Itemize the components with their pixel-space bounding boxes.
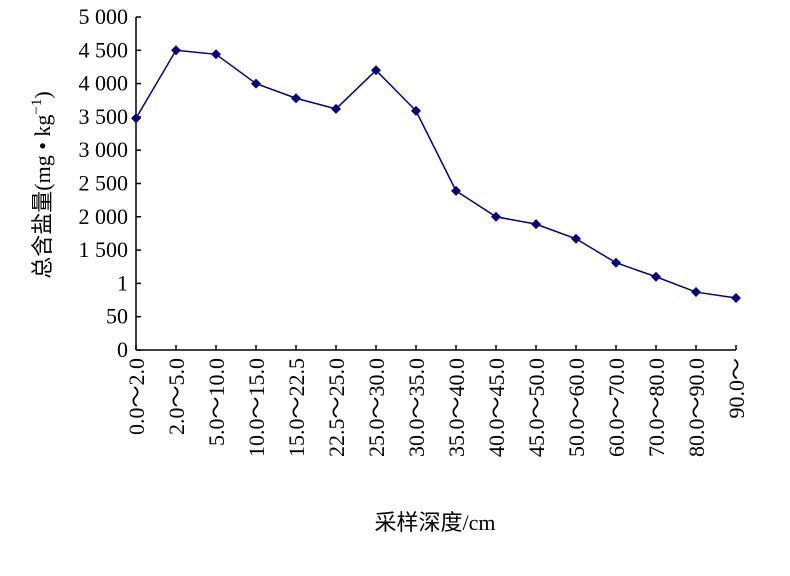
x-tick-label: 40.0～45.0	[484, 358, 509, 457]
x-tick-label: 2.0～5.0	[164, 358, 189, 435]
marker	[691, 287, 701, 298]
marker	[451, 185, 461, 196]
x-tick-label: 90.0～	[724, 358, 749, 419]
x-tick-label: 5.0～10.0	[204, 358, 229, 446]
x-tick-label: 30.0～35.0	[404, 358, 429, 457]
line	[135, 49, 737, 299]
marker	[531, 219, 541, 230]
marker	[571, 233, 581, 244]
marker	[371, 65, 381, 76]
y-tick-label: 4 000	[79, 71, 129, 96]
y-axis-title: 总含盐量(mg • kg−1)	[29, 91, 55, 278]
x-tick-label: 80.0～90.0	[684, 358, 709, 457]
x-tick-label: 0.0～2.0	[124, 358, 149, 435]
y-tick-label: 3 500	[79, 104, 129, 129]
x-tick-label: 22.5～25.0	[324, 358, 349, 457]
x-axis-title: 采样深度/cm	[375, 510, 496, 535]
y-tick-label: 3 000	[79, 137, 129, 162]
y-axis-title-sup: −1	[29, 99, 45, 115]
y-tick-label: 4 500	[79, 37, 129, 62]
x-tick-label: 70.0～80.0	[644, 358, 669, 457]
marker	[331, 103, 341, 114]
marker	[171, 45, 181, 56]
marker	[611, 257, 621, 268]
x-tick-label: 50.0～60.0	[564, 358, 589, 457]
marker	[411, 105, 421, 116]
marker	[491, 211, 501, 222]
y-tick-label: 2 000	[79, 204, 129, 229]
marker	[211, 49, 221, 60]
x-tick-label: 35.0～40.0	[444, 358, 469, 457]
x-tick-label: 10.0～15.0	[244, 358, 269, 457]
x-tick-label: 45.0～50.0	[524, 358, 549, 457]
y-axis-title-main: 总含盐量(mg • kg	[30, 115, 55, 279]
y-tick-label: 2 500	[79, 171, 129, 196]
y-tick-label: 5 000	[79, 4, 129, 29]
marker	[251, 78, 261, 89]
marker	[651, 271, 661, 282]
marker	[131, 113, 141, 124]
y-tick-label: 50	[106, 304, 128, 329]
marker	[291, 93, 301, 104]
marker	[731, 293, 741, 304]
x-tick-label: 25.0～30.0	[364, 358, 389, 457]
y-axis-title-end: )	[30, 91, 55, 98]
y-tick-label: 1 500	[79, 237, 129, 262]
x-tick-label: 60.0～70.0	[604, 358, 629, 457]
x-tick-label: 15.0～22.5	[284, 358, 309, 457]
y-tick-label: 1	[117, 270, 128, 295]
y-tick-label: 0	[117, 337, 128, 362]
